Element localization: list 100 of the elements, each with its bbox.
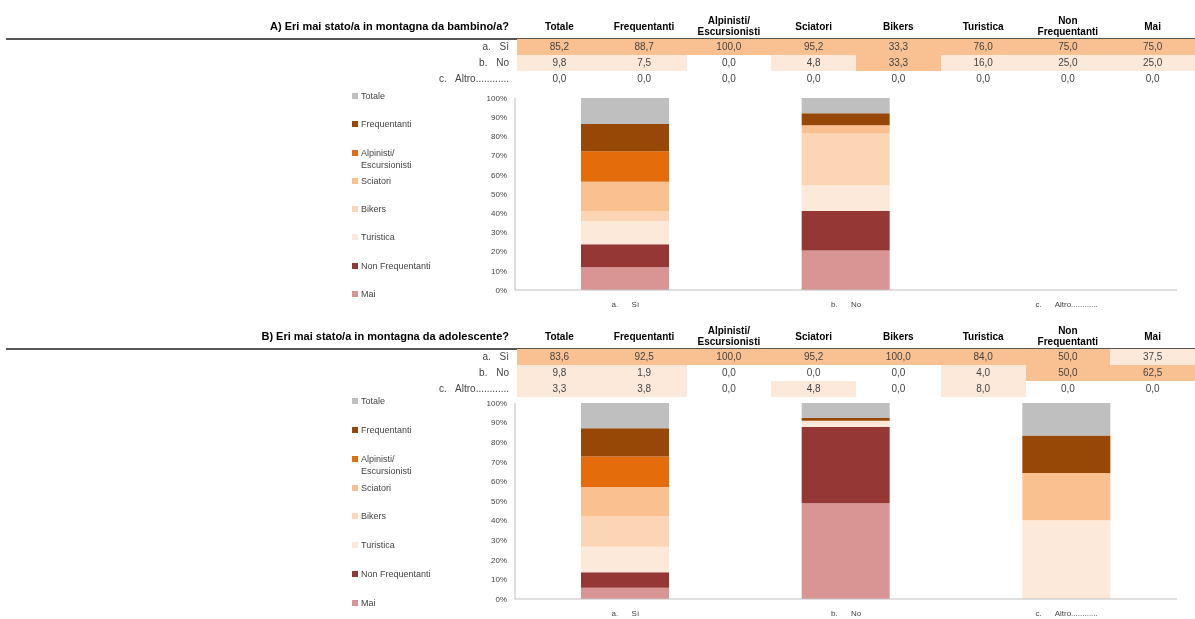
x-tick-label: Sciatori: [794, 19, 833, 34]
x-tick-label: c. Altro............: [1035, 609, 1098, 618]
x-tick-label: Turistica: [961, 329, 1005, 344]
data-label: 0,0: [890, 72, 907, 86]
data-label: 16,0: [940, 55, 1026, 71]
bar: [1022, 435, 1111, 473]
legend-label: Turistica: [361, 231, 395, 244]
data-label: 0,0: [975, 72, 992, 86]
x-tick-label: Bikers: [882, 19, 915, 34]
y-tick-label: 80%: [490, 438, 507, 448]
data-label: 50,0: [1025, 365, 1111, 381]
bar: [801, 125, 890, 133]
data-label: 0,0: [890, 382, 907, 396]
legend-label: Frequentanti: [361, 423, 412, 436]
bar: [801, 185, 890, 211]
y-tick-label: 60%: [490, 477, 507, 487]
data-label: 8,0: [940, 381, 1026, 397]
bar: [801, 250, 890, 290]
data-label: 0,0: [720, 72, 737, 86]
y-tick-label: 70%: [490, 457, 507, 467]
data-label: 1,9: [601, 365, 687, 381]
legend-label: Alpinisti/ Escursionisti: [361, 452, 413, 477]
legend-label: Sciatori: [361, 481, 392, 494]
data-label: 0,0: [636, 72, 653, 86]
y-tick-label: c. Altro............: [439, 72, 509, 86]
legend-label: Alpinisti/ Escursionisti: [361, 146, 413, 171]
bar: [581, 98, 669, 125]
x-tick-label: Totale: [544, 19, 575, 34]
y-tick-label: b. No: [479, 56, 509, 70]
y-tick-label: 100%: [486, 398, 507, 408]
bar: [801, 420, 890, 427]
legend-label: Bikers: [361, 510, 387, 523]
bar: [801, 503, 890, 599]
data-label: 0,0: [1059, 382, 1076, 396]
y-tick-label: 50%: [490, 496, 507, 506]
data-label: 0,0: [805, 366, 822, 380]
text: A) Eri mai stato/a in montagna da bambino/a?: [270, 20, 509, 32]
legend-label: Frequentanti: [361, 118, 412, 131]
data-label: 25,0: [1025, 55, 1111, 71]
data-label: 100,0: [686, 349, 772, 365]
bar: [1022, 472, 1111, 521]
data-label: 83,6: [517, 349, 602, 365]
bar: [581, 244, 669, 268]
text: B) Eri mai stato/a in montagna da adolescente?: [261, 330, 509, 342]
y-tick-label: c. Altro............: [439, 382, 509, 396]
bar: [581, 267, 669, 290]
data-label: 0,0: [720, 366, 737, 380]
x-tick-label: Mai: [1143, 329, 1162, 344]
bar: [581, 403, 669, 429]
bar: [1022, 520, 1111, 599]
y-tick-label: 70%: [490, 151, 507, 161]
bar: [581, 428, 669, 457]
data-label: 85,2: [517, 39, 602, 55]
bar: [581, 572, 669, 588]
data-label: 9,8: [517, 365, 602, 381]
legend-label: Bikers: [361, 203, 387, 216]
x-tick-label: Non Frequentanti: [1036, 14, 1100, 38]
data-label: 0,0: [551, 72, 568, 86]
legend-label: Sciatori: [361, 174, 392, 187]
legend-label: Mai: [361, 288, 376, 300]
y-tick-label: a. Sì: [482, 350, 509, 364]
bar: [581, 456, 669, 488]
y-tick-label: 60%: [490, 170, 507, 180]
data-label: 50,0: [1025, 349, 1111, 365]
data-label: 25,0: [1110, 55, 1195, 71]
y-tick-label: a. Sì: [482, 40, 509, 54]
data-label: 95,2: [771, 349, 856, 365]
y-tick-label: 20%: [490, 555, 507, 565]
y-tick-label: 40%: [490, 209, 507, 219]
data-label: 0,0: [1144, 382, 1161, 396]
y-tick-label: 30%: [490, 536, 507, 546]
data-label: 75,0: [1025, 39, 1111, 55]
x-tick-label: Bikers: [882, 329, 915, 344]
data-label: 9,8: [517, 55, 602, 71]
y-tick-label: 30%: [490, 228, 507, 238]
data-label: 0,0: [1144, 72, 1161, 86]
data-label: 95,2: [771, 39, 856, 55]
data-label: 0,0: [720, 382, 737, 396]
x-tick-label: Frequentanti: [612, 329, 676, 344]
legend-label: Mai: [361, 597, 376, 609]
legend-label: Totale: [361, 90, 386, 102]
bar: [581, 221, 669, 245]
y-tick-label: 90%: [490, 113, 507, 123]
bar: [581, 487, 669, 517]
bar: [801, 210, 890, 251]
y-tick-label: 80%: [490, 132, 507, 142]
data-label: 0,0: [805, 72, 822, 86]
data-label: 4,8: [771, 381, 856, 397]
y-tick-label: 20%: [490, 247, 507, 257]
y-tick-label: 0%: [495, 594, 507, 604]
bar: [1022, 403, 1111, 436]
data-label: 75,0: [1110, 39, 1195, 55]
data-label: 88,7: [601, 39, 687, 55]
x-tick-label: c. Altro............: [1035, 300, 1098, 309]
bar: [581, 516, 669, 547]
y-tick-label: 0%: [495, 285, 507, 295]
data-label: 37,5: [1110, 349, 1195, 365]
y-tick-label: 100%: [486, 93, 507, 103]
data-label: 76,0: [940, 39, 1026, 55]
data-label: 7,5: [601, 55, 687, 71]
